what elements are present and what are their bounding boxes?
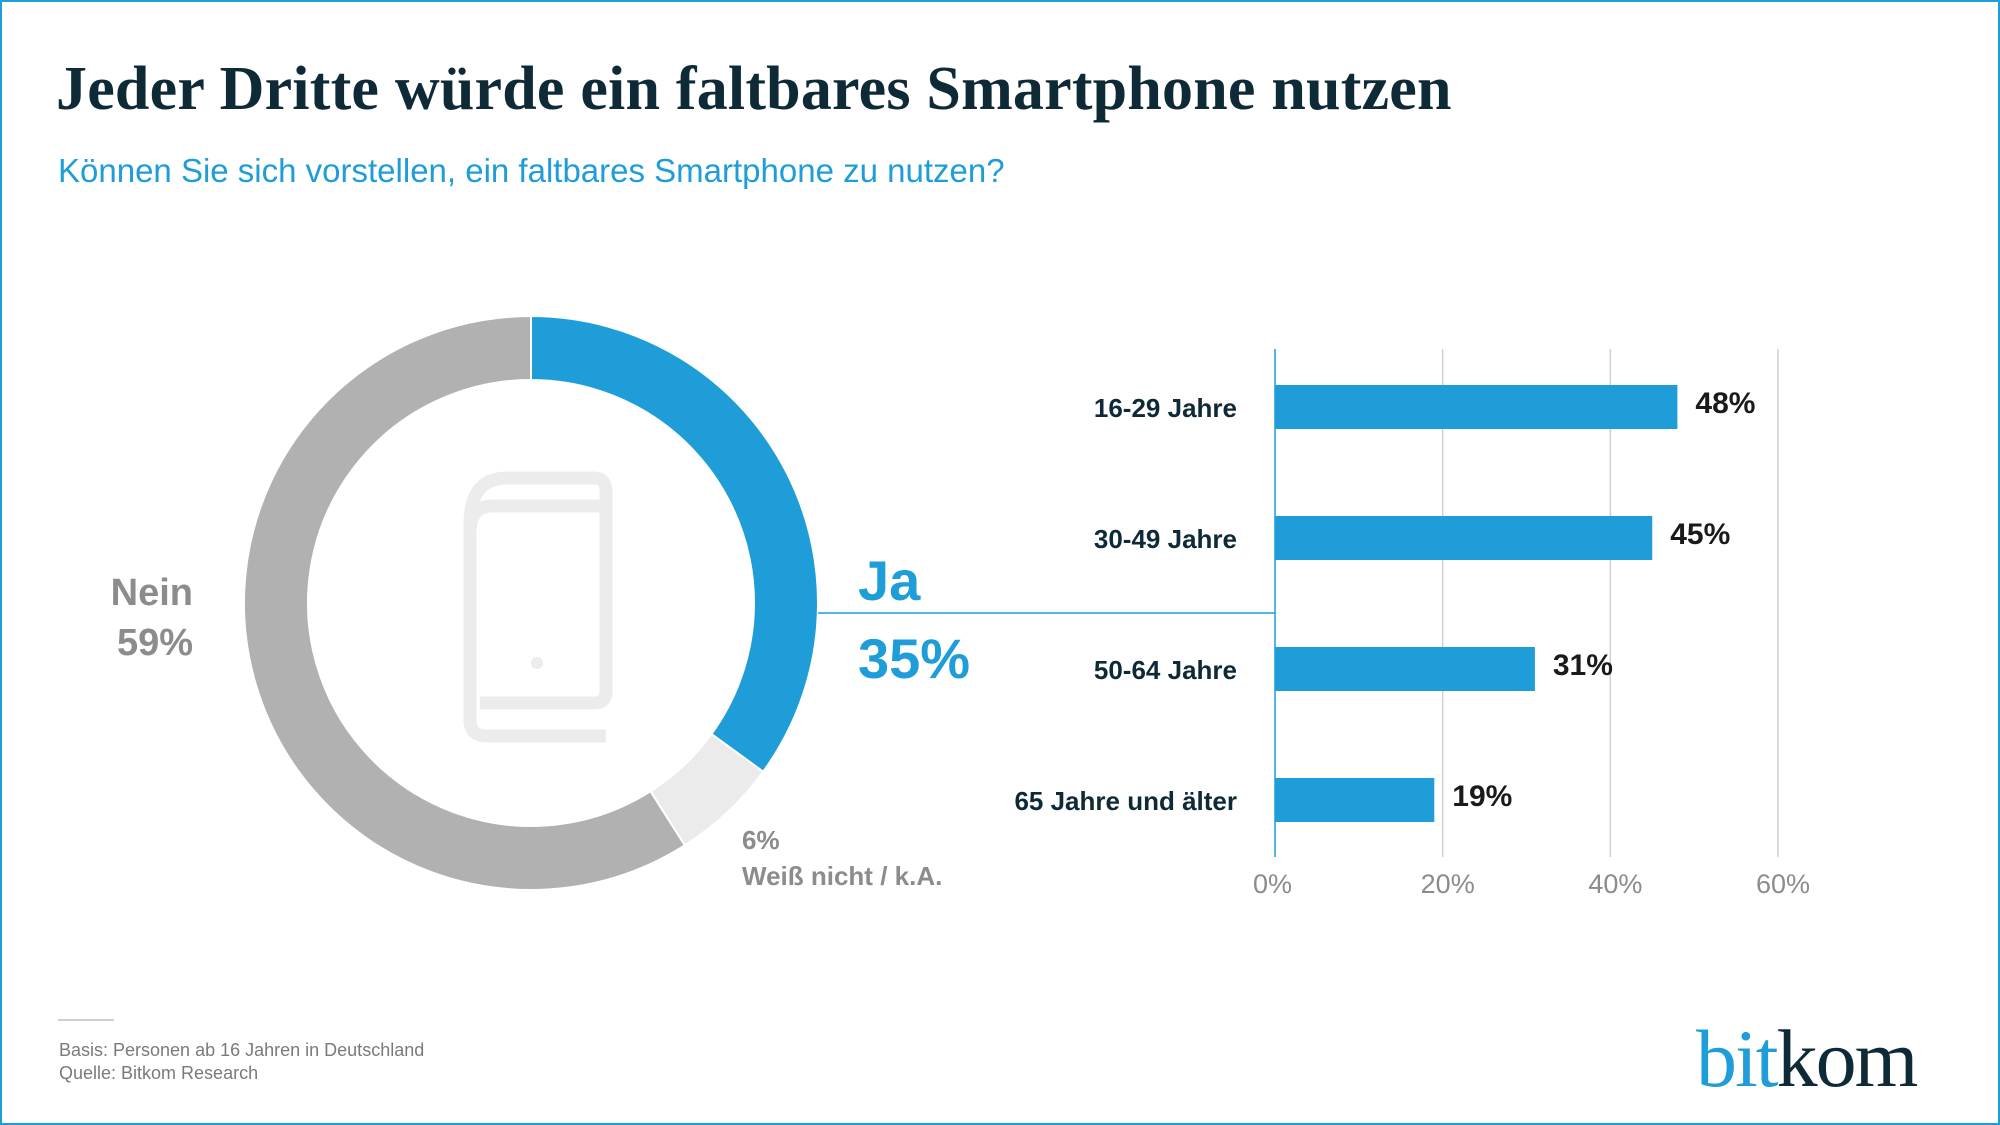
- nein-label: Nein 59%: [111, 568, 193, 668]
- footer-divider: [58, 1019, 114, 1021]
- x-tick-label: 20%: [1420, 869, 1475, 899]
- category-label: 16-29 Jahre: [1093, 393, 1237, 423]
- ja-value: 35%: [858, 627, 971, 690]
- foldable-smartphone-icon: [463, 471, 613, 743]
- logo-part-kom: kom: [1776, 1013, 1919, 1104]
- bitkom-logo: bitkom: [1696, 1012, 1919, 1106]
- ja-label: Ja 35%: [858, 542, 970, 698]
- bar: [1275, 647, 1535, 691]
- donut-slice-0: [530, 314, 819, 774]
- bar: [1275, 516, 1653, 560]
- unknown-value: 6%: [742, 825, 780, 855]
- logo-part-bit: bit: [1696, 1013, 1779, 1104]
- category-label: 30-49 Jahre: [1093, 524, 1237, 554]
- value-label: 48%: [1695, 387, 1756, 420]
- unknown-name: Weiß nicht / k.A.: [742, 861, 943, 891]
- donut-slice-2: [243, 314, 687, 891]
- x-tick-label: 40%: [1588, 869, 1643, 899]
- category-label: 65 Jahre und älter: [1014, 786, 1237, 816]
- nein-name: Nein: [110, 572, 193, 614]
- bar: [1275, 385, 1678, 429]
- donut-chart: [243, 314, 819, 891]
- category-label: 50-64 Jahre: [1093, 655, 1237, 685]
- footer-source: Quelle: Bitkom Research: [59, 1063, 259, 1083]
- page-title: Jeder Dritte würde ein faltbares Smartph…: [56, 55, 1452, 123]
- footer-basis: Basis: Personen ab 16 Jahren in Deutschl…: [59, 1040, 425, 1060]
- x-tick-label: 0%: [1253, 869, 1293, 899]
- bar-chart: [1274, 349, 1779, 857]
- bar: [1275, 778, 1435, 822]
- page-subtitle: Können Sie sich vorstellen, ein faltbare…: [58, 152, 1005, 189]
- unknown-label: 6% Weiß nicht / k.A.: [742, 822, 942, 894]
- value-label: 45%: [1670, 518, 1731, 551]
- value-label: 19%: [1452, 780, 1513, 813]
- x-tick-label: 60%: [1756, 869, 1811, 899]
- ja-name: Ja: [858, 549, 921, 612]
- nein-value: 59%: [116, 622, 193, 664]
- value-label: 31%: [1552, 649, 1613, 682]
